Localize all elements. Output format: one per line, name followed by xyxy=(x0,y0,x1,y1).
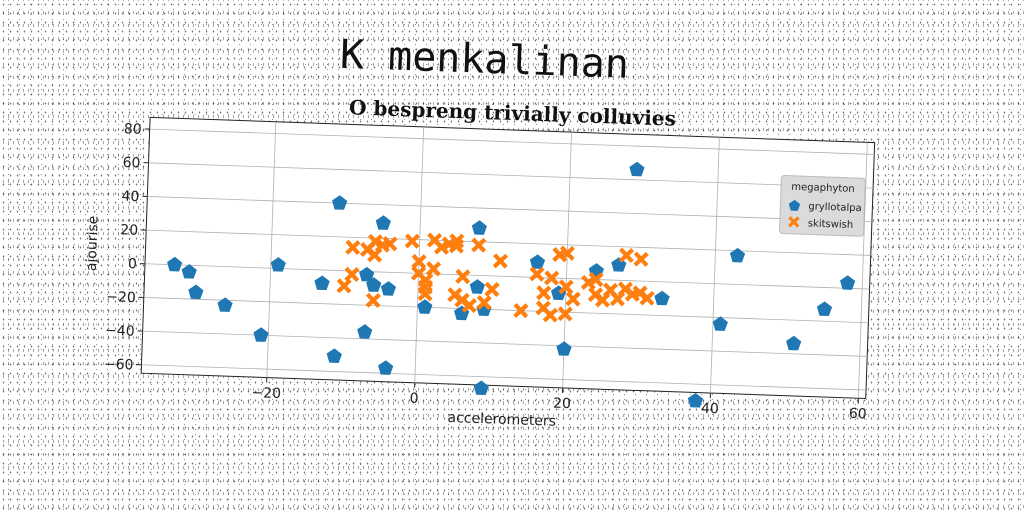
scatter-point-gryllotalpa xyxy=(840,275,856,290)
scatter-point-gryllotalpa xyxy=(629,161,645,177)
scatter-point-gryllotalpa xyxy=(471,220,488,235)
legend-marker-shape xyxy=(788,199,801,211)
scatter-point-skitswish xyxy=(633,251,649,267)
x-tick-label: 60 xyxy=(849,406,867,423)
scatter-point-gryllotalpa xyxy=(816,301,833,317)
scatter-point-skitswish xyxy=(455,268,471,285)
scatter-point-skitswish xyxy=(425,261,442,277)
scatter-point-skitswish xyxy=(449,233,465,249)
legend-marker-gryllotalpa xyxy=(788,199,801,211)
y-grid-line xyxy=(141,364,867,391)
x-grid-line xyxy=(857,142,868,399)
scatter-point-skitswish xyxy=(558,279,574,295)
scatter-point-gryllotalpa xyxy=(712,316,728,331)
scatter-point-skitswish xyxy=(471,237,487,253)
scatter-point-gryllotalpa xyxy=(687,392,704,408)
scatter-point-skitswish xyxy=(336,278,352,294)
x-grid-line xyxy=(266,121,277,378)
legend-label-skitswish: skitswish xyxy=(808,218,854,231)
scatter-point-gryllotalpa xyxy=(529,254,546,269)
scatter-point-skitswish xyxy=(559,245,575,261)
scatter-point-gryllotalpa xyxy=(270,257,286,272)
y-axis-label: ajourise xyxy=(84,215,102,271)
y-tick-label: 60 xyxy=(122,155,140,172)
axes-title: O bespreng trivially colluvies xyxy=(349,95,677,130)
scatter-point-gryllotalpa xyxy=(332,195,348,210)
scatter-point-skitswish xyxy=(639,290,655,306)
scatter-point-skitswish xyxy=(618,247,635,263)
scatter-point-gryllotalpa xyxy=(357,324,373,339)
y-grid-line xyxy=(147,196,872,223)
scatter-point-gryllotalpa xyxy=(359,266,375,282)
scatter-point-skitswish xyxy=(484,281,500,298)
scatter-point-gryllotalpa xyxy=(217,297,233,312)
scatter-point-gryllotalpa xyxy=(380,281,397,296)
scatter-point-gryllotalpa xyxy=(378,360,394,375)
scatter-point-skitswish xyxy=(529,266,545,282)
legend-marker-skitswish xyxy=(788,216,800,228)
y-grid-line xyxy=(144,263,870,290)
x-tick-label: 20 xyxy=(553,396,571,413)
scatter-point-gryllotalpa xyxy=(417,299,433,314)
scatter-point-skitswish xyxy=(365,292,381,309)
scatter-point-gryllotalpa xyxy=(181,264,197,279)
scatter-point-skitswish xyxy=(513,302,529,319)
scatter-point-skitswish xyxy=(542,307,558,323)
y-grid-line xyxy=(148,162,874,189)
scatter-point-skitswish xyxy=(461,297,477,314)
scatter-point-gryllotalpa xyxy=(729,247,746,263)
legend-title: megaphyton xyxy=(791,182,855,195)
y-grid-line xyxy=(149,128,875,155)
scatter-point-skitswish xyxy=(404,233,420,249)
data-marks xyxy=(167,161,856,408)
y-grid-line xyxy=(143,297,869,324)
scatter-point-skitswish xyxy=(588,271,604,288)
x-axis-label: accelerometers xyxy=(447,410,556,430)
x-tick-label: −20 xyxy=(251,385,281,402)
scatter-point-gryllotalpa xyxy=(473,380,489,396)
scatter-point-skitswish xyxy=(543,270,560,286)
x-tick-label: 40 xyxy=(701,401,719,418)
scatter-point-skitswish xyxy=(411,253,427,270)
legend: megaphyton gryllotalpa skitswish xyxy=(779,175,866,237)
y-tick-label: 80 xyxy=(124,121,142,138)
legend-box xyxy=(779,175,866,237)
y-grid-line xyxy=(146,229,871,256)
scatter-point-skitswish xyxy=(344,266,360,283)
scatter-point-gryllotalpa xyxy=(556,341,572,356)
scatter-point-gryllotalpa xyxy=(375,215,391,230)
chart-plot-group: −20 0 20 40 60 −60 −40 −20 0 20 40 60 80 O bespreng … xyxy=(84,95,876,430)
y-tick-label: −60 xyxy=(104,356,134,373)
legend-label-gryllotalpa: gryllotalpa xyxy=(808,201,862,214)
plot-area xyxy=(140,116,876,400)
scatter-point-gryllotalpa xyxy=(167,256,183,272)
legend-marker-shape xyxy=(788,216,800,228)
scatter-point-skitswish xyxy=(565,291,581,307)
x-grid-line xyxy=(710,137,720,394)
x-grid-line xyxy=(414,126,425,383)
axis-ticks: −20 0 20 40 60 −60 −40 −20 0 20 40 60 80 xyxy=(104,121,867,423)
scatter-point-skitswish xyxy=(382,236,398,252)
scatter-point-gryllotalpa xyxy=(366,277,382,292)
scatter-point-skitswish xyxy=(345,239,361,256)
scatter-point-gryllotalpa xyxy=(253,327,269,342)
scatter-point-skitswish xyxy=(417,279,434,295)
scatter-point-skitswish xyxy=(536,285,552,301)
x-tick-label: 0 xyxy=(409,391,418,407)
scatter-point-gryllotalpa xyxy=(469,279,485,294)
y-tick-label: −40 xyxy=(105,323,135,340)
scatter-point-gryllotalpa xyxy=(654,290,670,306)
scatter-point-gryllotalpa xyxy=(314,275,330,291)
y-tick-label: 40 xyxy=(121,189,139,206)
y-tick-label: 20 xyxy=(120,222,138,239)
y-tick-label: −20 xyxy=(106,289,136,306)
scatter-point-skitswish xyxy=(557,306,573,322)
scatter-point-gryllotalpa xyxy=(188,284,204,300)
scatter-point-skitswish xyxy=(476,294,492,311)
y-tick-label: 0 xyxy=(128,256,137,272)
scatter-point-gryllotalpa xyxy=(786,335,802,351)
scatter-point-skitswish xyxy=(492,253,509,269)
scatter-point-gryllotalpa xyxy=(326,348,342,363)
